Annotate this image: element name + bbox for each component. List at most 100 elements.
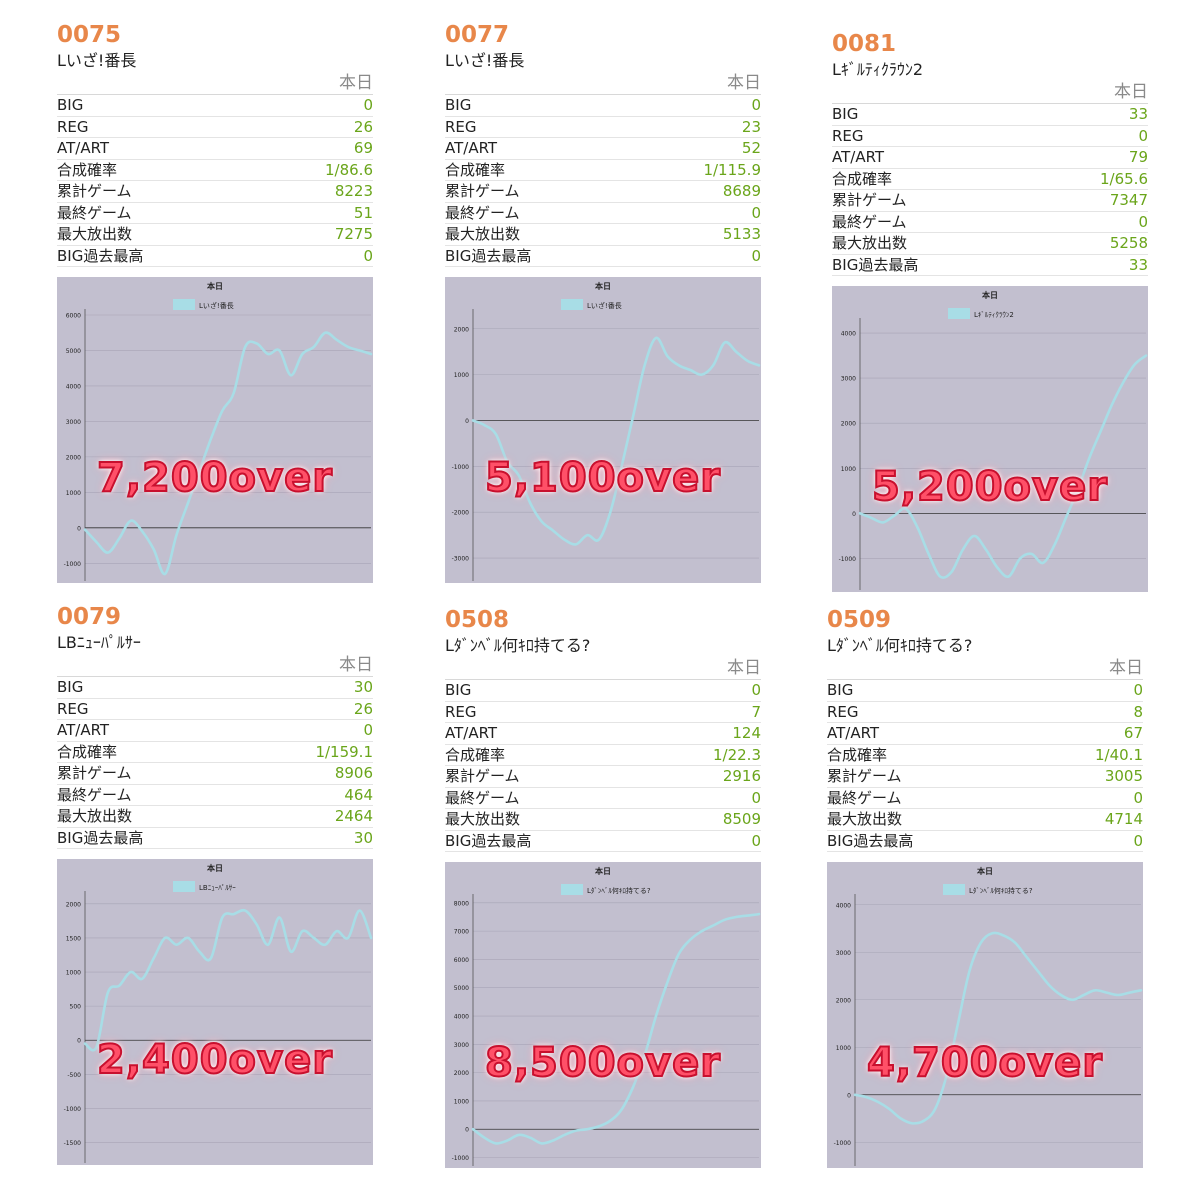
machine-name: Lﾀﾞﾝﾍﾞﾙ何ｷﾛ持てる? <box>445 636 591 655</box>
stat-row: AT/ART 52 <box>445 138 761 160</box>
stat-value: 0 <box>363 246 373 265</box>
chart-legend: Lｷﾞﾙﾃｨｸﾗｳﾝ2 <box>948 308 1014 319</box>
stat-value: 52 <box>741 139 761 157</box>
chart: 本日 Lｷﾞﾙﾃｨｸﾗｳﾝ2 -1000 0 1000 2000 3000 4000 5,200… <box>832 286 1148 592</box>
stat-label: 最大放出数 <box>445 225 521 243</box>
stat-label: BIG <box>445 96 472 114</box>
stat-value: 7275 <box>334 225 373 243</box>
y-tick-label: 0 <box>465 418 469 425</box>
legend-label: Lいざ!番長 <box>199 301 234 310</box>
stat-row: BIG過去最高 0 <box>57 246 373 267</box>
stat-row: BIG過去最高 0 <box>445 246 761 267</box>
stat-row: BIG過去最高 33 <box>832 255 1148 276</box>
chart-svg: 本日 Lﾀﾞﾝﾍﾞﾙ何ｷﾛ持てる? -1000 0 1000 2000 3000 4000 <box>827 862 1143 1168</box>
panel-0075: 0075 Lいざ!番長 本日 BIG 0 REG 26 AT/ART 69 合成確率 1/86… <box>57 22 373 583</box>
overlay-text: 5,200over <box>871 463 1108 511</box>
y-tick-label: 2000 <box>66 454 81 461</box>
stat-label: 最終ゲーム <box>445 203 520 222</box>
machine-number: 0077 <box>445 22 510 48</box>
stat-label: REG <box>445 117 477 136</box>
stat-label: 最大放出数 <box>832 234 908 252</box>
stat-value: 8509 <box>722 810 761 828</box>
chart-legend: Lﾀﾞﾝﾍﾞﾙ何ｷﾛ持てる? <box>561 884 651 895</box>
machine-number: 0079 <box>57 604 122 630</box>
stat-value: 1/86.6 <box>325 160 373 179</box>
stat-row: 最大放出数 7275 <box>57 224 373 246</box>
stat-row: 最大放出数 5258 <box>832 233 1148 255</box>
stat-row: AT/ART 69 <box>57 138 373 160</box>
legend-label: Lﾀﾞﾝﾍﾞﾙ何ｷﾛ持てる? <box>969 886 1033 895</box>
stat-label: REG <box>832 126 864 145</box>
stat-label: BIG過去最高 <box>445 246 532 265</box>
stat-value: 0 <box>751 831 761 850</box>
stat-value: 79 <box>1128 148 1148 166</box>
stat-label: BIG <box>57 96 84 114</box>
stat-row: 最終ゲーム 0 <box>827 788 1143 809</box>
stat-label: 累計ゲーム <box>445 182 520 200</box>
legend-label: Lｷﾞﾙﾃｨｸﾗｳﾝ2 <box>974 311 1014 319</box>
stat-label: REG <box>445 702 477 721</box>
y-tick-label: 2000 <box>66 901 81 908</box>
stat-row: 最大放出数 8509 <box>445 809 761 831</box>
stat-row: 累計ゲーム 8689 <box>445 181 761 203</box>
overlay-text: 7,200over <box>96 454 333 502</box>
stat-value: 0 <box>751 246 761 265</box>
y-tick-label: 3000 <box>836 950 851 957</box>
stat-value: 33 <box>1128 255 1148 274</box>
stat-value: 0 <box>751 788 761 807</box>
stat-label: BIG過去最高 <box>445 831 532 850</box>
stat-label: 最大放出数 <box>445 810 521 828</box>
stat-row: BIG 33 <box>832 104 1148 126</box>
stat-label: AT/ART <box>57 139 110 157</box>
legend-swatch <box>943 884 965 895</box>
stat-row: 最大放出数 4714 <box>827 809 1143 831</box>
y-tick-label: 5000 <box>454 985 469 992</box>
y-tick-label: 4000 <box>836 902 851 909</box>
stat-row: REG 23 <box>445 117 761 138</box>
machine-name: Lｷﾞﾙﾃｨｸﾗｳﾝ2 <box>832 60 924 79</box>
stat-label: 合成確率 <box>445 160 506 179</box>
stat-label: 合成確率 <box>827 745 888 764</box>
y-tick-label: 0 <box>847 1092 851 1099</box>
stats-table: BIG 0 REG 23 AT/ART 52 合成確率 1/115.9 累計ゲーム 8689 最終ゲ… <box>445 95 761 267</box>
stat-row: BIG 0 <box>445 95 761 117</box>
stat-label: BIG <box>827 681 854 699</box>
stat-row: BIG 30 <box>57 677 373 699</box>
stat-row: REG 0 <box>832 126 1148 147</box>
stat-row: 累計ゲーム 8906 <box>57 763 373 785</box>
y-tick-label: 8000 <box>454 900 469 907</box>
y-tick-label: 0 <box>77 525 81 532</box>
chart-legend: Lﾀﾞﾝﾍﾞﾙ何ｷﾛ持てる? <box>943 884 1033 895</box>
stat-label: 合成確率 <box>832 169 893 188</box>
series-line <box>83 908 373 1052</box>
stat-row: REG 8 <box>827 702 1143 723</box>
series-line <box>471 912 761 1145</box>
stat-row: 最終ゲーム 0 <box>445 203 761 224</box>
y-tick-label: 7000 <box>454 929 469 936</box>
chart: 本日 Lﾀﾞﾝﾍﾞﾙ何ｷﾛ持てる? -1000 0 1000 2000 3000 4000 4,… <box>827 862 1143 1168</box>
machine-name: Lﾀﾞﾝﾍﾞﾙ何ｷﾛ持てる? <box>827 636 973 655</box>
stats-table: BIG 0 REG 7 AT/ART 124 合成確率 1/22.3 累計ゲーム 2916 最終ゲー… <box>445 680 761 852</box>
stat-label: REG <box>57 117 89 136</box>
stat-label: BIG過去最高 <box>57 828 144 847</box>
stat-value: 8689 <box>722 182 761 200</box>
header-today: 本日 <box>827 657 1143 680</box>
stat-value: 8906 <box>334 764 373 782</box>
y-tick-label: 1000 <box>454 372 469 379</box>
y-tick-label: -500 <box>67 1072 81 1079</box>
stats-table: BIG 33 REG 0 AT/ART 79 合成確率 1/65.6 累計ゲーム 7347 最終ゲー… <box>832 104 1148 276</box>
stat-value: 0 <box>1133 681 1143 699</box>
stat-row: AT/ART 67 <box>827 723 1143 745</box>
stat-label: AT/ART <box>57 721 110 739</box>
stat-row: 合成確率 1/115.9 <box>445 160 761 181</box>
stat-label: REG <box>57 699 89 718</box>
stat-label: 累計ゲーム <box>57 764 132 782</box>
chart-legend: LBﾆｭｰﾊﾟﾙｻｰ <box>173 881 236 892</box>
stat-label: 最終ゲーム <box>57 785 132 804</box>
stat-value: 0 <box>1133 831 1143 850</box>
y-tick-label: 4000 <box>454 1014 469 1021</box>
chart-title: 本日 <box>594 866 611 876</box>
stat-value: 26 <box>353 117 373 136</box>
chart-background <box>832 286 1148 592</box>
header-today: 本日 <box>57 72 373 95</box>
